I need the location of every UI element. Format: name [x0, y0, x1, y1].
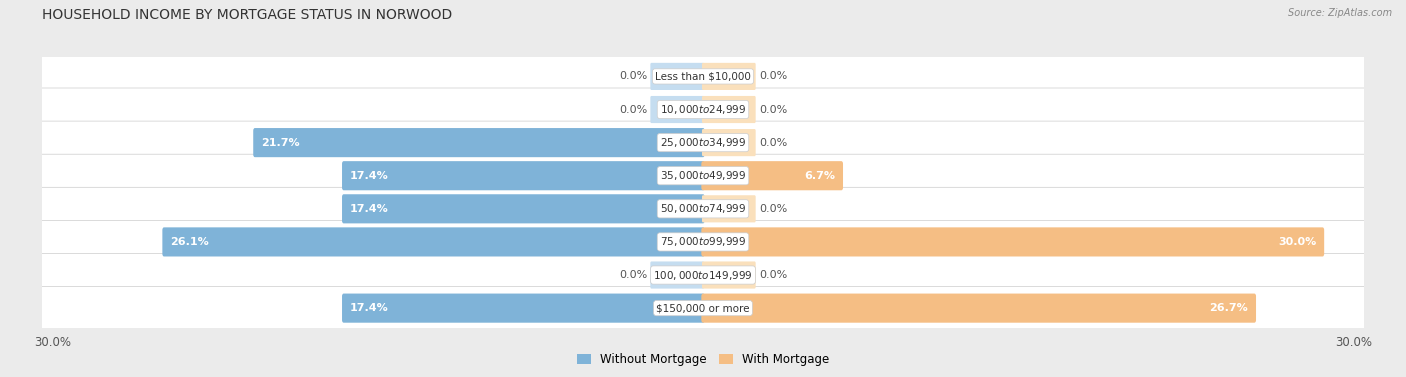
- FancyBboxPatch shape: [39, 154, 1367, 197]
- FancyBboxPatch shape: [342, 194, 704, 224]
- FancyBboxPatch shape: [162, 227, 704, 256]
- FancyBboxPatch shape: [702, 227, 1324, 256]
- Text: HOUSEHOLD INCOME BY MORTGAGE STATUS IN NORWOOD: HOUSEHOLD INCOME BY MORTGAGE STATUS IN N…: [42, 8, 453, 21]
- FancyBboxPatch shape: [702, 195, 755, 222]
- Text: $50,000 to $74,999: $50,000 to $74,999: [659, 202, 747, 215]
- Text: $25,000 to $34,999: $25,000 to $34,999: [659, 136, 747, 149]
- Text: 0.0%: 0.0%: [619, 104, 647, 115]
- FancyBboxPatch shape: [342, 294, 704, 323]
- FancyBboxPatch shape: [702, 96, 755, 123]
- Text: 0.0%: 0.0%: [759, 270, 787, 280]
- Text: 30.0%: 30.0%: [1278, 237, 1316, 247]
- FancyBboxPatch shape: [39, 287, 1367, 329]
- FancyBboxPatch shape: [702, 63, 755, 90]
- Text: $100,000 to $149,999: $100,000 to $149,999: [654, 268, 752, 282]
- Legend: Without Mortgage, With Mortgage: Without Mortgage, With Mortgage: [572, 349, 834, 371]
- Text: $10,000 to $24,999: $10,000 to $24,999: [659, 103, 747, 116]
- Text: 0.0%: 0.0%: [619, 270, 647, 280]
- Text: 0.0%: 0.0%: [759, 204, 787, 214]
- FancyBboxPatch shape: [651, 96, 704, 123]
- Text: 26.7%: 26.7%: [1209, 303, 1249, 313]
- Text: 17.4%: 17.4%: [350, 171, 388, 181]
- FancyBboxPatch shape: [342, 161, 704, 190]
- Text: 0.0%: 0.0%: [759, 138, 787, 148]
- Text: $75,000 to $99,999: $75,000 to $99,999: [659, 235, 747, 248]
- Text: 0.0%: 0.0%: [619, 71, 647, 81]
- Text: 21.7%: 21.7%: [262, 138, 299, 148]
- FancyBboxPatch shape: [39, 55, 1367, 98]
- Text: 0.0%: 0.0%: [759, 104, 787, 115]
- Text: $35,000 to $49,999: $35,000 to $49,999: [659, 169, 747, 182]
- FancyBboxPatch shape: [39, 253, 1367, 297]
- FancyBboxPatch shape: [39, 88, 1367, 131]
- FancyBboxPatch shape: [702, 294, 1256, 323]
- FancyBboxPatch shape: [39, 121, 1367, 164]
- Text: 0.0%: 0.0%: [759, 71, 787, 81]
- FancyBboxPatch shape: [651, 63, 704, 90]
- Text: 26.1%: 26.1%: [170, 237, 209, 247]
- Text: $150,000 or more: $150,000 or more: [657, 303, 749, 313]
- FancyBboxPatch shape: [253, 128, 704, 157]
- Text: 6.7%: 6.7%: [804, 171, 835, 181]
- FancyBboxPatch shape: [702, 262, 755, 289]
- Text: 17.4%: 17.4%: [350, 204, 388, 214]
- FancyBboxPatch shape: [702, 129, 755, 156]
- Text: Source: ZipAtlas.com: Source: ZipAtlas.com: [1288, 8, 1392, 18]
- Text: Less than $10,000: Less than $10,000: [655, 71, 751, 81]
- FancyBboxPatch shape: [39, 187, 1367, 230]
- FancyBboxPatch shape: [702, 161, 844, 190]
- FancyBboxPatch shape: [39, 221, 1367, 264]
- Text: 17.4%: 17.4%: [350, 303, 388, 313]
- FancyBboxPatch shape: [651, 262, 704, 289]
